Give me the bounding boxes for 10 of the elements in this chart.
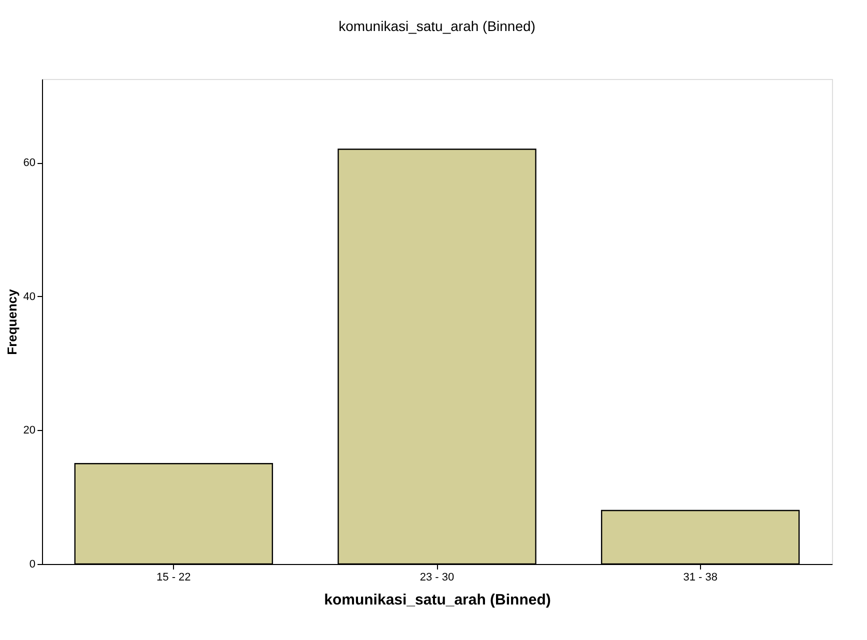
x-tick-label: 23 - 30 [420,572,454,584]
y-tick-label: 20 [23,424,36,437]
x-tick-label: 15 - 22 [156,572,191,584]
x-tick-label: 31 - 38 [683,572,718,584]
y-tick-label: 0 [29,558,36,570]
y-tick-label: 60 [23,157,36,170]
x-axis-title: komunikasi_satu_arah (Binned) [324,592,551,608]
chart-title: komunikasi_satu_arah (Binned) [338,18,536,34]
y-tick-label: 40 [23,290,36,303]
y-axis-title: Frequency [4,288,20,355]
